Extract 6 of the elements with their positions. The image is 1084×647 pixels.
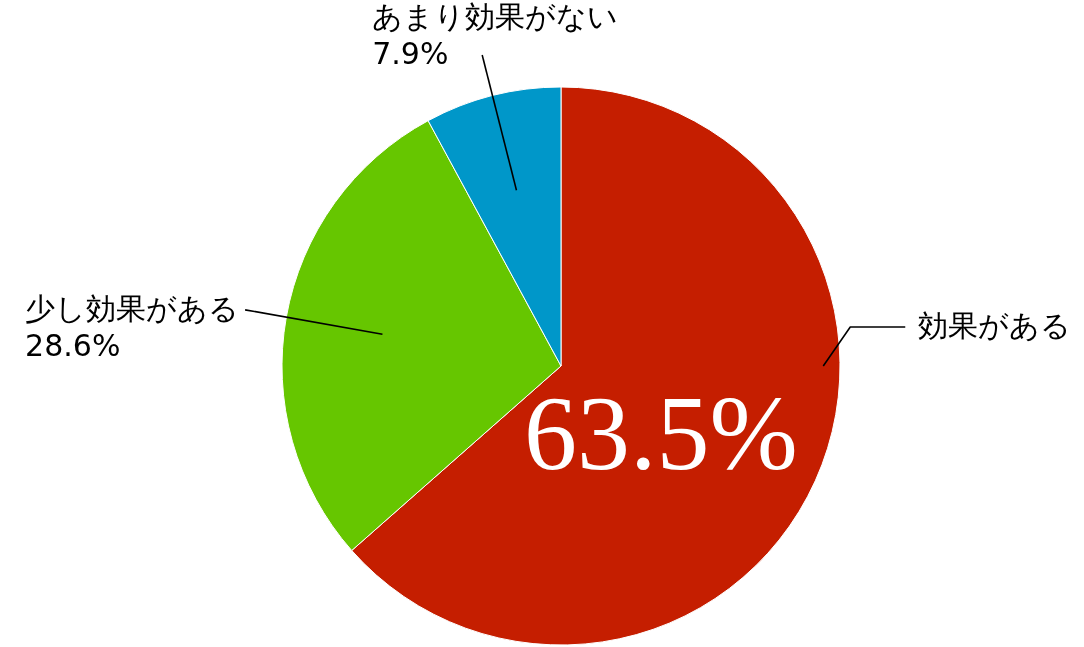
slice-label: あまり効果がない — [372, 0, 619, 34]
data-label: 28.6% — [25, 327, 121, 363]
slice-label: 効果がある — [918, 308, 1072, 343]
data-label: 7.9% — [372, 35, 449, 71]
slice-label: 少し効果がある — [25, 290, 240, 326]
data-label: 63.5% — [523, 374, 798, 492]
